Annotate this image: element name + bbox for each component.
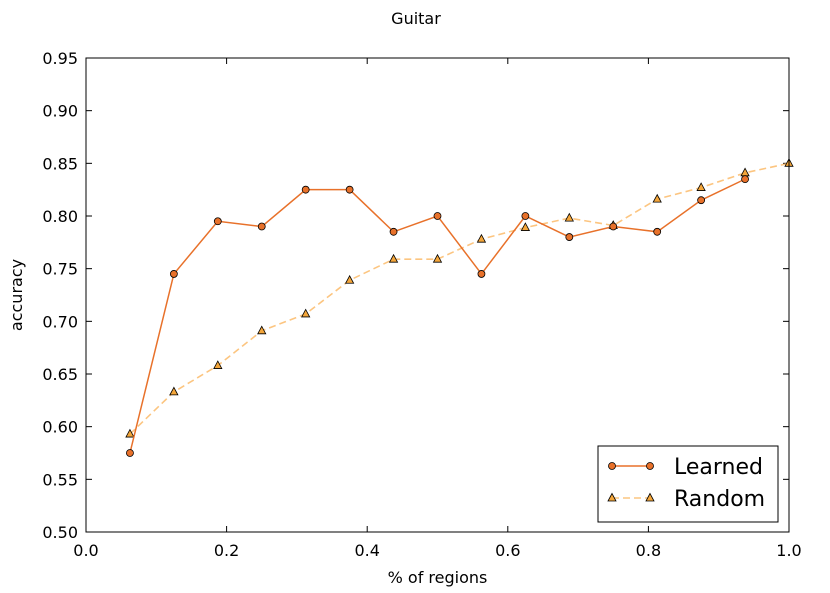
random-point: [213, 360, 223, 369]
y-tick-label: 0.85: [42, 154, 78, 173]
random-point: [169, 386, 179, 396]
y-tick-label: 0.75: [42, 260, 78, 279]
learned-point: [565, 233, 574, 241]
legend-entry-learned: Learned: [608, 455, 763, 480]
random-point: [125, 428, 135, 438]
series-line-random: [129, 162, 790, 435]
random-point: [645, 492, 655, 502]
random-point: [696, 182, 706, 191]
learned-point: [169, 270, 178, 278]
learned-point: [608, 462, 616, 470]
legend: Learned Random: [597, 445, 779, 523]
series-layer: [125, 157, 794, 457]
random-point: [388, 253, 399, 263]
y-tick-label: 0.50: [42, 523, 78, 542]
x-axis-ticks: 0.0 0.2 0.4 0.6 0.8 1.0: [73, 58, 802, 560]
legend-entry-random: Random: [607, 487, 765, 512]
chart-title: Guitar: [391, 9, 441, 28]
x-tick-label: 0.2: [214, 541, 239, 560]
x-axis-label: % of regions: [388, 568, 488, 587]
learned-point: [653, 227, 662, 236]
legend-label: Learned: [674, 455, 763, 480]
learned-point: [477, 270, 486, 278]
random-point: [301, 308, 311, 318]
x-tick-label: 0.4: [354, 541, 379, 560]
learned-point: [257, 222, 266, 231]
legend-box: [597, 445, 779, 523]
y-tick-label: 0.95: [42, 49, 78, 68]
random-point: [476, 233, 487, 243]
random-point: [257, 325, 267, 335]
random-point: [607, 492, 617, 502]
x-tick-label: 0.6: [495, 541, 520, 560]
learned-point: [433, 212, 442, 220]
series-learned: [126, 175, 749, 457]
y-axis-label: accuracy: [7, 259, 26, 331]
learned-point: [646, 462, 654, 470]
y-tick-label: 0.65: [42, 365, 78, 384]
y-tick-label: 0.80: [42, 207, 78, 226]
series-line-learned: [129, 178, 746, 454]
random-point: [432, 253, 443, 263]
y-tick-label: 0.90: [42, 102, 78, 121]
learned-point: [609, 222, 618, 231]
y-axis-ticks: 0.50 0.55 0.60 0.65 0.70 0.75 0.80 0.85 0.90 0.95: [42, 49, 789, 542]
learned-point: [213, 217, 222, 226]
y-tick-label: 0.70: [42, 312, 78, 331]
plot-frame: [85, 57, 790, 533]
learned-point: [389, 227, 398, 236]
random-point: [564, 212, 574, 222]
y-tick-label: 0.55: [42, 470, 78, 489]
x-tick-label: 0.0: [73, 541, 98, 560]
learned-point: [741, 175, 749, 184]
random-point: [652, 193, 662, 203]
random-point: [740, 167, 750, 177]
random-point: [344, 274, 355, 284]
random-point: [520, 222, 531, 231]
y-tick-label: 0.60: [42, 418, 78, 437]
x-tick-label: 0.8: [636, 541, 661, 560]
series-random: [125, 157, 794, 438]
learned-point: [301, 185, 310, 194]
legend-label: Random: [674, 487, 765, 512]
learned-point: [697, 196, 706, 205]
learned-point: [521, 212, 530, 220]
learned-point: [345, 185, 354, 194]
learned-point: [126, 449, 134, 457]
x-tick-label: 1.0: [776, 541, 801, 560]
